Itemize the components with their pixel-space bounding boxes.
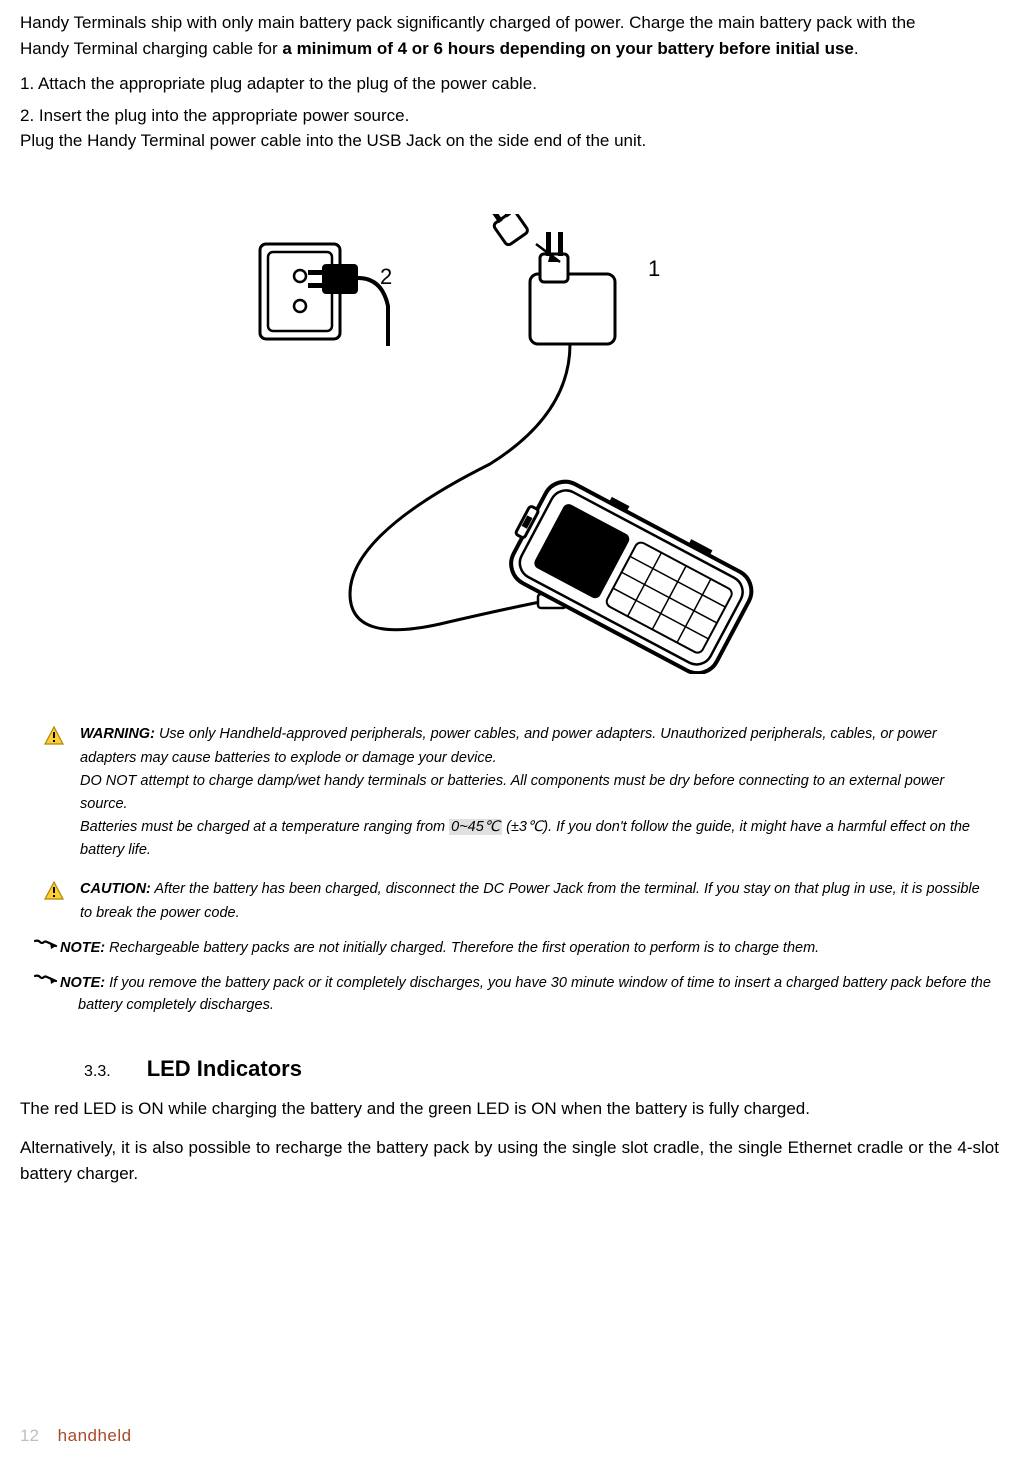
caution-text: CAUTION: After the battery has been char… bbox=[80, 879, 999, 900]
warning-c4a: Batteries must be charged at a temperatu… bbox=[80, 819, 449, 835]
section-heading: 3.3. LED Indicators bbox=[20, 1056, 999, 1082]
note2-block: NOTE: If you remove the battery pack or … bbox=[20, 973, 999, 994]
warning-text: WARNING: Use only Handheld-approved peri… bbox=[80, 724, 999, 745]
note-icon bbox=[34, 974, 60, 992]
note1-l1: Rechargeable battery packs are not initi… bbox=[105, 940, 819, 956]
led-paragraph-2: Alternatively, it is also possible to re… bbox=[20, 1135, 999, 1186]
led-paragraph-1: The red LED is ON while charging the bat… bbox=[20, 1096, 999, 1122]
section-number: 3.3. bbox=[84, 1063, 111, 1081]
note2-l1: If you remove the battery pack or it com… bbox=[105, 975, 991, 991]
caution-block: CAUTION: After the battery has been char… bbox=[20, 879, 999, 901]
note-icon bbox=[34, 939, 60, 957]
warning-label: WARNING: bbox=[80, 726, 155, 742]
note1-block: NOTE: Rechargeable battery packs are not… bbox=[20, 938, 999, 959]
intro-line2end: . bbox=[854, 39, 859, 58]
warning-c4: Batteries must be charged at a temperatu… bbox=[20, 817, 999, 838]
note1-text: NOTE: Rechargeable battery packs are not… bbox=[60, 938, 999, 959]
warning-c5: battery life. bbox=[20, 840, 999, 861]
warning-c1: adapters may cause batteries to explode … bbox=[20, 748, 999, 769]
step-2: 2. Insert the plug into the appropriate … bbox=[20, 103, 999, 154]
intro-line1: Handy Terminals ship with only main batt… bbox=[20, 13, 915, 32]
warning-c3: source. bbox=[20, 794, 999, 815]
warning-hl: 0~45℃ bbox=[449, 819, 502, 835]
intro-paragraph: Handy Terminals ship with only main batt… bbox=[20, 10, 999, 61]
note2-label: NOTE: bbox=[60, 975, 105, 991]
diagram-label-2: 2 bbox=[380, 264, 392, 289]
intro-bold: a minimum of 4 or 6 hours depending on y… bbox=[282, 39, 853, 58]
warning-icon bbox=[44, 726, 64, 746]
diagram-svg: 2 1 bbox=[230, 214, 790, 674]
diagram-label-1: 1 bbox=[648, 256, 660, 281]
caution-c1: to break the power code. bbox=[20, 903, 999, 924]
section-title: LED Indicators bbox=[147, 1056, 302, 1082]
caution-label: CAUTION: bbox=[80, 881, 151, 897]
intro-line2a: Handy Terminal charging cable for bbox=[20, 39, 282, 58]
warning-c2: DO NOT attempt to charge damp/wet handy … bbox=[20, 771, 999, 792]
page-footer: 12 handheld bbox=[20, 1426, 132, 1446]
page-number: 12 bbox=[20, 1426, 39, 1445]
note2-text: NOTE: If you remove the battery pack or … bbox=[60, 973, 999, 994]
warning-c4b: (±3℃). If you don't follow the guide, it… bbox=[502, 819, 970, 835]
note1-label: NOTE: bbox=[60, 940, 105, 956]
step-1: 1. Attach the appropriate plug adapter t… bbox=[20, 71, 999, 97]
warning-block: WARNING: Use only Handheld-approved peri… bbox=[20, 724, 999, 746]
caution-l1: After the battery has been charged, disc… bbox=[151, 881, 980, 897]
step-2-line1: 2. Insert the plug into the appropriate … bbox=[20, 106, 409, 125]
charging-diagram: 2 1 bbox=[20, 214, 999, 674]
step-2-line2: Plug the Handy Terminal power cable into… bbox=[20, 131, 646, 150]
note2-c1: battery completely discharges. bbox=[20, 995, 999, 1016]
caution-icon bbox=[44, 881, 64, 901]
warning-l1: Use only Handheld-approved peripherals, … bbox=[155, 726, 937, 742]
brand-name: handheld bbox=[58, 1426, 132, 1445]
